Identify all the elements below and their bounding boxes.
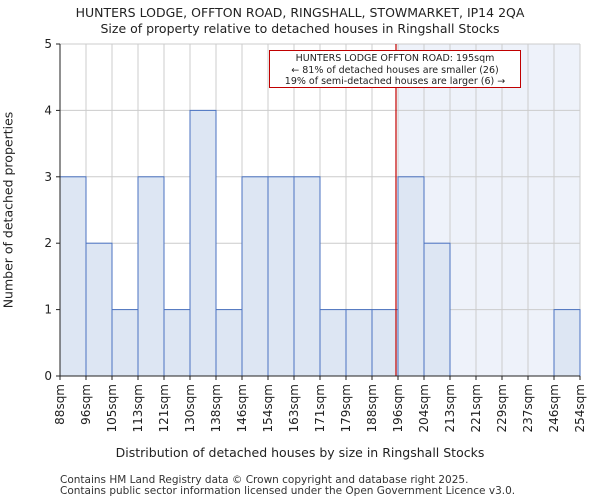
x-tick-label: 154sqm [261,384,275,432]
x-tick-label: 246sqm [547,384,561,432]
bar-105sqm [111,309,139,377]
bar-88sqm [59,176,87,377]
bar-179sqm [345,309,373,377]
bar-154sqm [267,176,295,377]
annotation-box: HUNTERS LODGE OFFTON ROAD: 195sqm ← 81% … [269,50,521,88]
x-tick-label: 138sqm [209,384,223,432]
footer-line-1: Contains HM Land Registry data © Crown c… [60,474,469,486]
x-tick-label: 121sqm [157,384,171,432]
x-tick-label: 229sqm [495,384,509,432]
x-tick-label: 105sqm [105,384,119,432]
y-tick-label: 1 [44,303,52,317]
x-tick-label: 88sqm [53,384,67,425]
bar-96sqm [85,242,113,377]
annotation-line-1: HUNTERS LODGE OFFTON ROAD: 195sqm [295,53,495,64]
x-tick-label: 237sqm [521,384,535,432]
y-tick-label: 4 [44,103,52,117]
bar-113sqm [137,176,165,377]
x-tick-label: 179sqm [339,384,353,432]
chart-subtitle: Size of property relative to detached ho… [100,21,500,36]
x-axis-label: Distribution of detached houses by size … [115,445,485,460]
chart-title: HUNTERS LODGE, OFFTON ROAD, RINGSHALL, S… [75,5,525,20]
bar-130sqm [189,109,217,377]
y-tick-label: 2 [44,236,52,250]
bar-171sqm [319,309,347,377]
footer-line-2: Contains public sector information licen… [60,485,516,497]
bar-121sqm [163,309,191,377]
bar-163sqm [293,176,321,377]
bar-204sqm [423,242,451,377]
bar-196sqm [397,176,425,377]
x-tick-label: 146sqm [235,384,249,432]
x-tick-label: 204sqm [417,384,431,432]
bar-246sqm [553,309,581,377]
bar-146sqm [241,176,269,377]
x-tick-label: 221sqm [469,384,483,432]
x-tick-label: 171sqm [313,384,327,432]
x-tick-label: 163sqm [287,384,301,432]
x-tick-label: 130sqm [183,384,197,432]
x-tick-label: 113sqm [131,384,145,432]
annotation-line-3: 19% of semi-detached houses are larger (… [284,76,506,87]
y-tick-label: 5 [44,37,52,51]
y-tick-label: 3 [44,170,52,184]
annotation-line-2: ← 81% of detached houses are smaller (26… [291,64,499,76]
bar-138sqm [215,309,243,377]
x-tick-label: 213sqm [443,384,457,432]
x-tick-label: 196sqm [391,384,405,432]
bar-188sqm [371,309,399,377]
y-tick-label: 0 [44,369,52,383]
x-tick-label: 188sqm [365,384,379,432]
x-tick-label: 254sqm [573,384,587,432]
x-tick-label: 96sqm [79,384,93,425]
